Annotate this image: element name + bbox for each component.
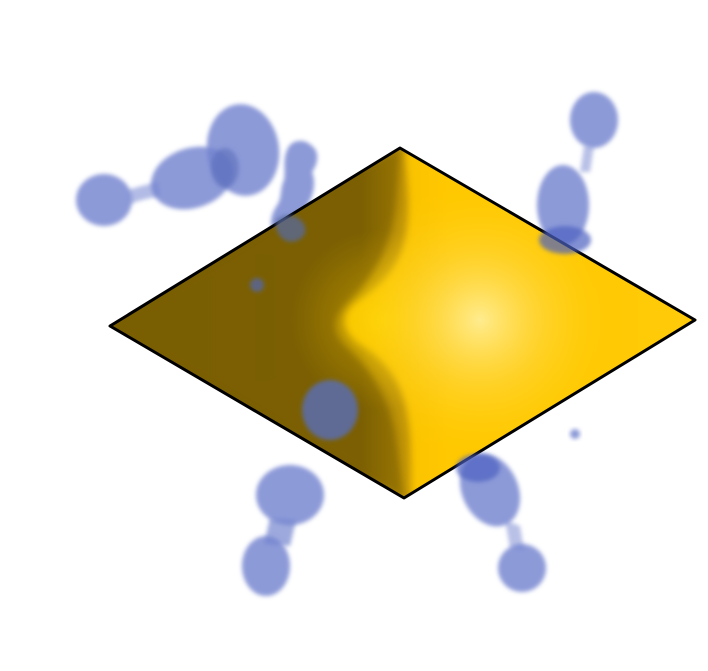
lobe-lower-left-mid [256,465,324,525]
lobe-upper-right-small [570,92,618,148]
lobe-front-upper-left-overlap [211,148,239,188]
lobe-front-lower-right-edge [456,454,500,482]
lobes-front [211,148,591,482]
lobe-dot-right [570,429,580,439]
lobe-upper-right-bridge [580,146,594,172]
lobe-lower-left-bottom [242,536,290,596]
lobe-front-upper-right-edge [539,226,591,254]
lobe-lower-right-bridge [505,520,524,550]
lobe-front-small-dot [250,278,264,292]
lobe-lower-right-bottom [498,544,546,592]
lobe-front-column-tip [275,215,306,242]
plane-outline [108,146,697,500]
lobe-front-center-blob [302,380,358,440]
lobe-top-column [271,140,318,237]
lobe-upper-right-tall [537,165,589,245]
lobe-upper-left-small [76,174,132,226]
